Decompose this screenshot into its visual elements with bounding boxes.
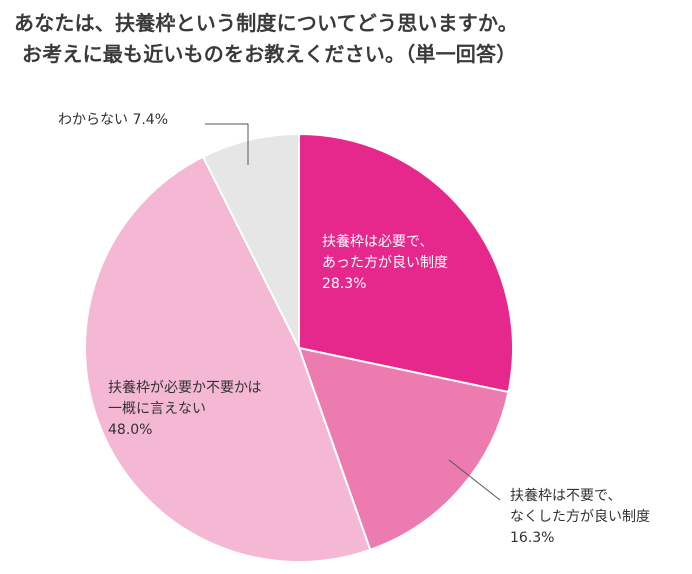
pie-labels: 扶養枠は必要で、あった方が良い制度 28.3% 扶養枠は不要で、なくした方が良い制度… bbox=[58, 112, 650, 546]
slice-label-2-line-1: 扶養枠は不要で、 bbox=[510, 487, 621, 504]
chart-title: あなたは、扶養枠という制度についてどう思いますか。 お考えに最も近いものをお教え… bbox=[14, 8, 684, 70]
pie-slices bbox=[84, 132, 514, 563]
slice-label-4-line-1: わからない 7.4% bbox=[58, 112, 168, 128]
slice-label-2-line-3: 16.3% bbox=[510, 530, 554, 546]
slice-label-1-line-1: 扶養枠は必要で、 bbox=[322, 233, 433, 250]
title-line-1: あなたは、扶養枠という制度についてどう思いますか。 bbox=[14, 11, 518, 35]
leader-line-2 bbox=[448, 459, 501, 501]
slice-label-3-line-2: 一概に言えない bbox=[108, 401, 206, 417]
pie-slice-2 bbox=[297, 346, 510, 552]
slice-label-3-line-1: 扶養枠が必要か不要かは bbox=[108, 379, 261, 396]
slice-label-4: わからない 7.4% bbox=[58, 112, 168, 128]
slice-label-2: 扶養枠は不要で、なくした方が良い制度 16.3% bbox=[510, 487, 650, 546]
slice-label-3: 扶養枠が必要か不要かは一概に言えない 48.0% bbox=[108, 379, 261, 438]
pie-slice-3 bbox=[84, 155, 372, 563]
leader-line-4 bbox=[205, 123, 249, 165]
slice-label-1: 扶養枠は必要で、あった方が良い制度 28.3% bbox=[322, 233, 448, 292]
title-line-2: お考えに最も近いものをお教えください。（単一回答） bbox=[22, 42, 517, 66]
slice-label-1-line-3: 28.3% bbox=[322, 276, 366, 292]
slice-label-3-line-3: 48.0% bbox=[108, 422, 152, 438]
slice-label-2-line-2: なくした方が良い制度 bbox=[510, 509, 650, 525]
slice-label-1-line-2: あった方が良い制度 bbox=[322, 255, 448, 271]
pie-slice-4 bbox=[201, 132, 300, 349]
pie-slice-1 bbox=[298, 132, 514, 394]
